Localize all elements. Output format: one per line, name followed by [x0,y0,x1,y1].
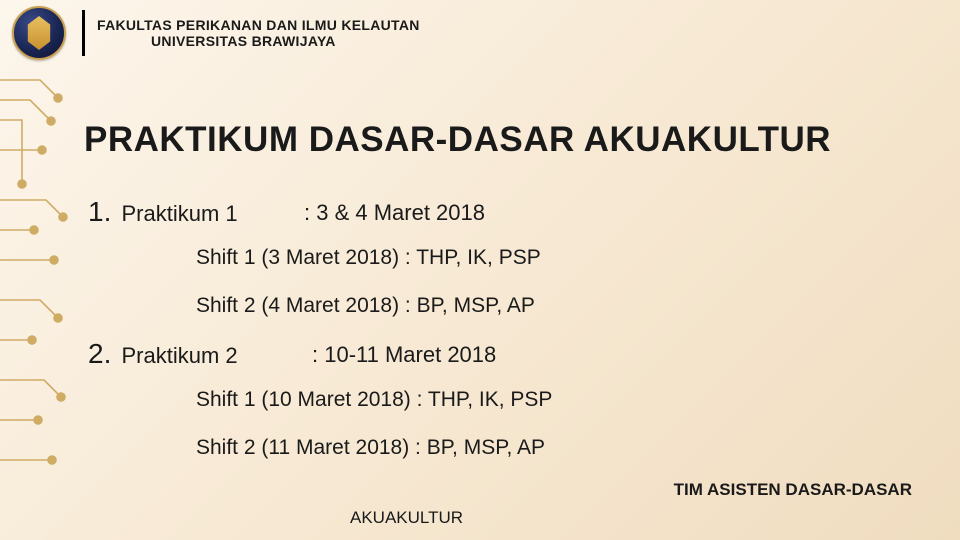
practicum-2-shift-1: Shift 1 (10 Maret 2018) : THP, IK, PSP [196,388,552,412]
university-logo [12,6,66,60]
practicum-1-dates: : 3 & 4 Maret 2018 [304,200,485,226]
header-divider [82,10,85,56]
item-number: 1. [88,196,111,227]
page-title: PRAKTIKUM DASAR-DASAR AKUAKULTUR [84,120,831,160]
practicum-1-shift-1: Shift 1 (3 Maret 2018) : THP, IK, PSP [196,246,541,270]
university-name: UNIVERSITAS BRAWIJAYA [97,33,420,49]
practicum-2-heading: 2. Praktikum 2 [88,338,238,370]
practicum-1-heading: 1. Praktikum 1 [88,196,238,228]
footer-credit-line2: AKUAKULTUR [350,508,463,528]
practicum-2-shift-2: Shift 2 (11 Maret 2018) : BP, MSP, AP [196,436,545,460]
logo-emblem [25,16,53,50]
footer-credit-line1: TIM ASISTEN DASAR-DASAR [674,480,912,500]
header-text: FAKULTAS PERIKANAN DAN ILMU KELAUTAN UNI… [97,17,420,49]
faculty-name: FAKULTAS PERIKANAN DAN ILMU KELAUTAN [97,17,420,33]
item-name: Praktikum 2 [121,343,237,368]
item-name: Praktikum 1 [121,201,237,226]
practicum-1-shift-2: Shift 2 (4 Maret 2018) : BP, MSP, AP [196,294,535,318]
circuit-decoration [0,60,80,480]
item-number: 2. [88,338,111,369]
slide-header: FAKULTAS PERIKANAN DAN ILMU KELAUTAN UNI… [12,6,420,60]
practicum-2-dates: : 10-11 Maret 2018 [312,342,496,368]
